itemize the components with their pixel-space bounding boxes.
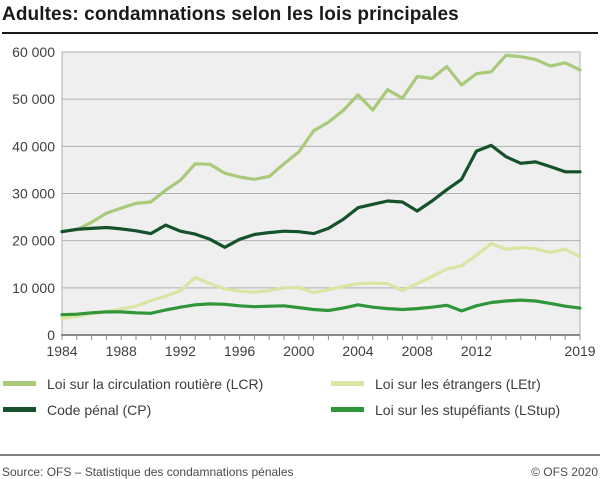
series-line-LCR [60,53,582,233]
legend-label-LStup: Loi sur les stupéfiants (LStup) [375,401,561,418]
page-title: Adultes: condamnations selon les lois pr… [2,4,459,25]
line-chart: 0 10 000 20 000 30 000 40 000 50 000 60 000 198… [0,34,600,369]
x-tick-label: 2000 [283,343,314,359]
x-tick-label: 1984 [46,343,77,359]
series-line-LEtr [60,241,582,321]
x-tick-label: 2012 [461,343,492,359]
x-tick-label: 2019 [564,343,595,359]
x-tick-label: 1988 [106,343,137,359]
y-tick-label: 40 000 [12,138,55,154]
y-tick-label: 10 000 [12,280,55,296]
series-line-LStup [60,298,582,317]
legend-swatch-LStup [331,407,364,412]
legend-label-CP: Code pénal (CP) [47,401,152,418]
legend-swatch-LEtr [331,381,364,386]
title-divider [2,32,598,34]
y-tick-label: 0 [47,327,55,343]
legend-swatch-CP [3,407,36,412]
series-line-CP [60,143,582,249]
copyright-text: © OFS 2020 [531,465,598,479]
source-text: Source: OFS – Statistique des condamnati… [2,465,294,479]
chart-legend: Loi sur la circulation routière (LCR) Loi… [0,369,600,419]
legend-item-LCR: Loi sur la circulation routière (LCR) [3,374,331,393]
line-chart-canvas: 0 10 000 20 000 30 000 40 000 50 000 60 000 198… [12,44,596,359]
legend-item-LEtr: Loi sur les étrangers (LEtr) [331,374,598,393]
x-tick-label: 1996 [224,343,255,359]
footer-divider [0,454,600,456]
chart-footer: Source: OFS – Statistique des condamnati… [0,454,600,479]
x-tick-label: 2004 [342,343,373,359]
legend-label-LEtr: Loi sur les étrangers (LEtr) [375,375,541,392]
legend-label-LCR: Loi sur la circulation routière (LCR) [47,375,264,392]
y-tick-label: 20 000 [12,233,55,249]
legend-item-CP: Code pénal (CP) [3,400,331,419]
y-tick-label: 60 000 [12,44,55,60]
legend-swatch-LCR [3,381,36,386]
y-tick-label: 50 000 [12,91,55,107]
y-tick-label: 30 000 [12,186,55,202]
legend-item-LStup: Loi sur les stupéfiants (LStup) [331,400,598,419]
x-tick-label: 1992 [165,343,196,359]
chart-header: Adultes: condamnations selon les lois pr… [0,0,600,34]
x-tick-label: 2008 [402,343,433,359]
